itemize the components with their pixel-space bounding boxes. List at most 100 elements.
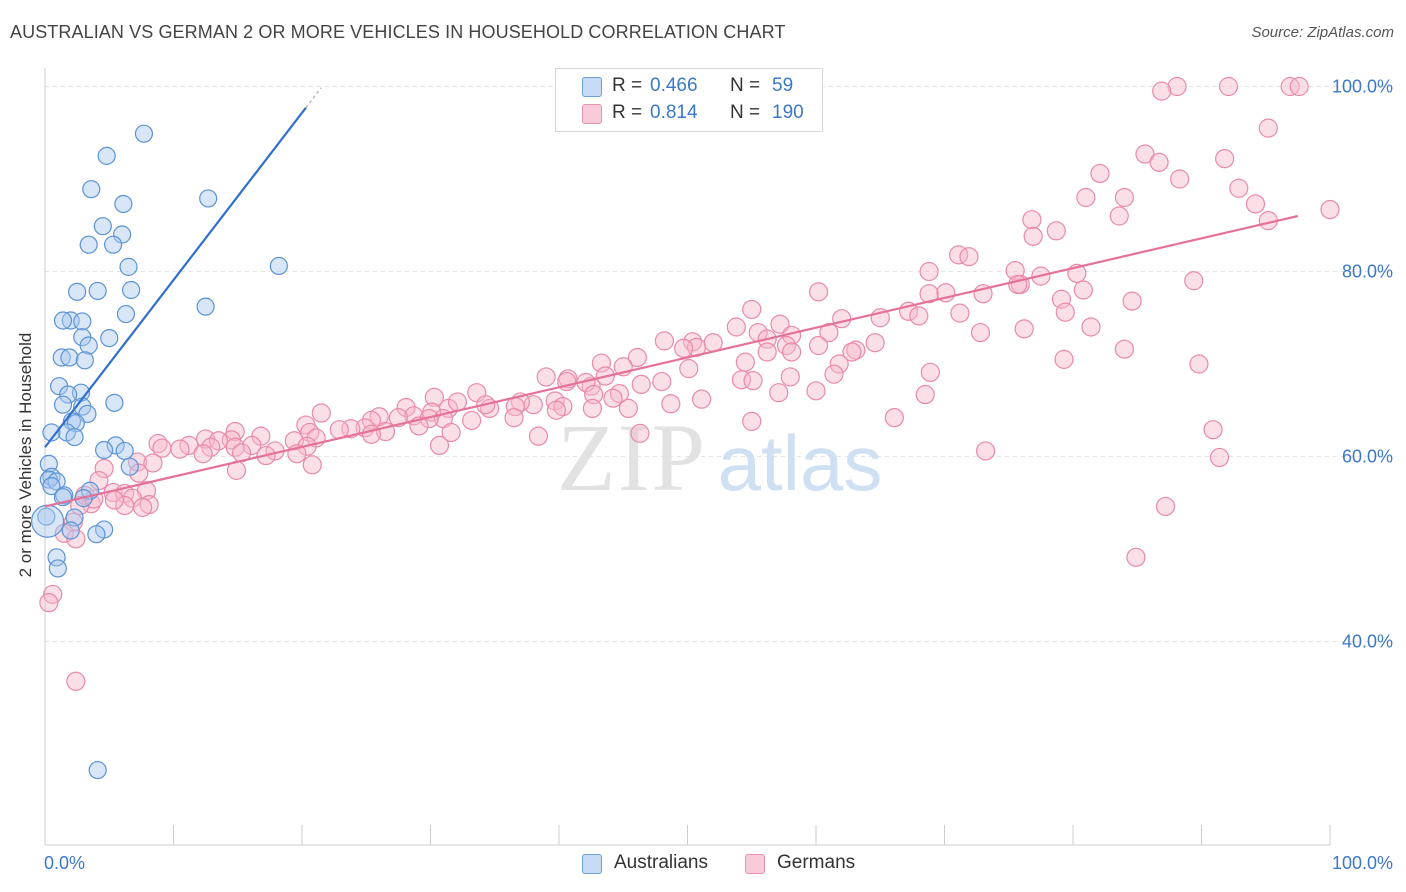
german-point bbox=[631, 374, 651, 394]
german-point bbox=[1114, 187, 1135, 208]
german-point bbox=[950, 303, 970, 323]
australian-point bbox=[53, 311, 73, 330]
german-point bbox=[1109, 206, 1129, 226]
australian-point bbox=[269, 256, 288, 276]
german-point bbox=[1167, 76, 1187, 97]
german-point bbox=[769, 383, 789, 403]
german-point bbox=[1122, 291, 1142, 311]
australian-point bbox=[95, 440, 114, 460]
german-point bbox=[742, 411, 762, 431]
german-point bbox=[1054, 349, 1074, 369]
german-point bbox=[1189, 354, 1209, 374]
german-point bbox=[104, 490, 124, 510]
australian-point bbox=[59, 385, 78, 404]
german-point bbox=[819, 322, 839, 343]
german-point bbox=[447, 392, 468, 412]
r-value: 0.466 bbox=[650, 75, 698, 96]
n-label: N = bbox=[730, 75, 761, 96]
german-point bbox=[630, 423, 650, 443]
australian-point bbox=[100, 329, 119, 348]
australian-point bbox=[79, 336, 98, 355]
australian-point bbox=[73, 312, 92, 331]
german-point bbox=[193, 444, 213, 464]
germans-legend-swatch bbox=[745, 854, 765, 874]
australian-point bbox=[82, 180, 101, 199]
german-point bbox=[201, 437, 221, 457]
grid-lines bbox=[45, 86, 1392, 642]
german-point bbox=[1135, 144, 1155, 164]
german-point bbox=[528, 426, 549, 446]
y-tick-label: 60.0% bbox=[1342, 447, 1393, 467]
australian-point bbox=[97, 146, 116, 165]
german-point bbox=[824, 364, 844, 384]
german-point bbox=[829, 354, 849, 374]
german-point bbox=[1184, 271, 1204, 291]
australian-point bbox=[79, 235, 98, 254]
german-point bbox=[143, 453, 163, 473]
german-point bbox=[1081, 317, 1101, 337]
australians-legend-swatch bbox=[582, 854, 602, 874]
german-point bbox=[780, 367, 800, 387]
y-tick-label: 80.0% bbox=[1342, 262, 1393, 282]
australians-trend-extension bbox=[305, 87, 322, 109]
australian-point bbox=[119, 257, 138, 276]
australian-point bbox=[134, 124, 154, 143]
australian-point bbox=[42, 477, 61, 496]
german-point bbox=[584, 384, 604, 405]
german-point bbox=[1215, 149, 1235, 169]
australian-point bbox=[104, 235, 123, 254]
source-label: Source: ZipAtlas.com bbox=[1251, 24, 1394, 41]
correlation-legend: R = 0.466 N = 59 R = 0.814 N = 190 bbox=[555, 68, 823, 132]
australian-point bbox=[196, 297, 215, 316]
australians-legend-label: Australians bbox=[614, 852, 708, 873]
german-point bbox=[1008, 274, 1028, 295]
n-label: N = bbox=[730, 102, 761, 123]
german-point bbox=[976, 441, 996, 461]
german-point bbox=[743, 371, 763, 391]
german-point bbox=[39, 593, 59, 613]
germans-trend-line bbox=[44, 214, 1299, 508]
german-point bbox=[1170, 169, 1190, 189]
australian-point bbox=[48, 559, 67, 578]
german-point bbox=[1055, 302, 1075, 322]
australian-point bbox=[53, 395, 73, 414]
germans-points bbox=[39, 76, 1340, 691]
germans-swatch bbox=[582, 104, 602, 124]
x-tick-label-min: 0.0% bbox=[44, 853, 85, 873]
australians-swatch bbox=[582, 77, 602, 97]
german-point bbox=[808, 282, 829, 302]
german-point bbox=[1209, 447, 1230, 468]
german-point bbox=[770, 314, 790, 334]
german-point bbox=[424, 387, 444, 407]
chart-title: AUSTRALIAN VS GERMAN 2 OR MORE VEHICLES … bbox=[10, 22, 786, 42]
german-point bbox=[242, 435, 262, 455]
y-tick-label: 100.0% bbox=[1332, 77, 1393, 97]
german-point bbox=[757, 342, 777, 362]
german-point bbox=[1046, 221, 1066, 241]
australian-point bbox=[199, 189, 218, 208]
german-point bbox=[546, 400, 567, 420]
germans-legend-label: Germans bbox=[777, 852, 856, 873]
australian-point bbox=[30, 504, 65, 538]
german-point bbox=[679, 359, 699, 379]
german-point bbox=[429, 435, 450, 455]
australian-point bbox=[105, 393, 124, 412]
r-value: 0.814 bbox=[650, 102, 698, 123]
tick-labels: 40.0% 60.0% 80.0% 100.0% 0.0% 100.0% bbox=[44, 77, 1393, 874]
n-value: 59 bbox=[772, 75, 794, 96]
australians-points bbox=[30, 124, 288, 780]
german-point bbox=[1090, 163, 1110, 184]
australian-point bbox=[88, 281, 107, 301]
german-point bbox=[661, 394, 681, 414]
german-point bbox=[692, 389, 712, 409]
r-label: R = bbox=[612, 102, 643, 123]
german-point bbox=[129, 463, 149, 483]
german-point bbox=[832, 309, 852, 329]
australian-point bbox=[114, 194, 133, 214]
german-point bbox=[603, 388, 623, 408]
y-tick-label: 40.0% bbox=[1342, 632, 1393, 652]
german-point bbox=[66, 529, 86, 549]
german-point bbox=[302, 455, 322, 475]
australian-point bbox=[112, 225, 132, 244]
